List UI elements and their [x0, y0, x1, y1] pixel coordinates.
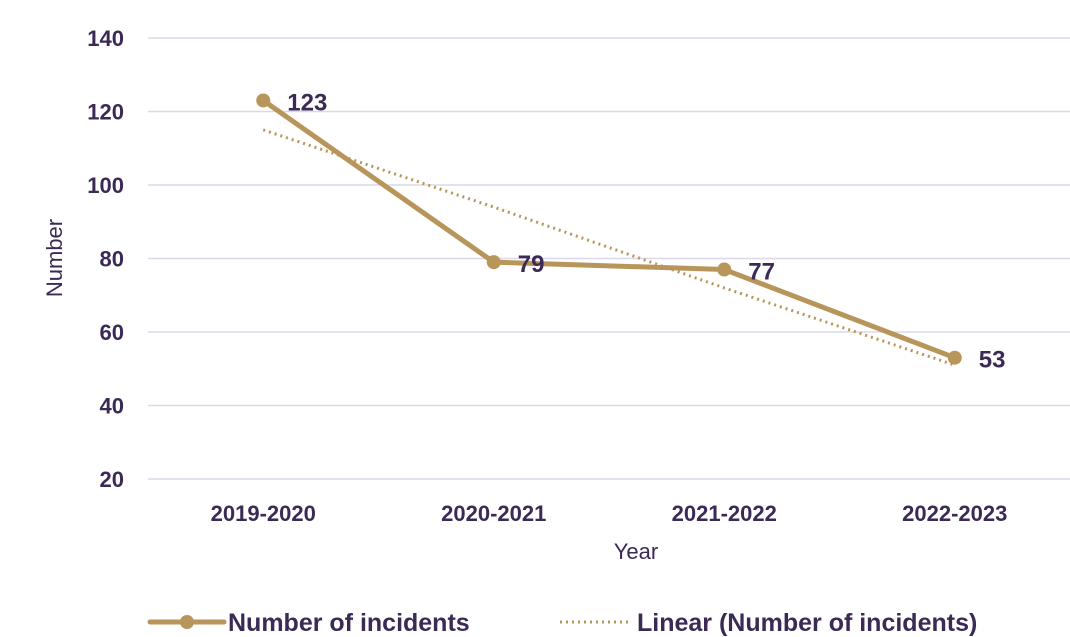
- x-tick-label: 2022-2023: [902, 501, 1007, 526]
- data-label: 79: [518, 251, 545, 278]
- data-point: [947, 350, 962, 365]
- y-tick-label: 120: [87, 100, 124, 125]
- y-tick-label: 40: [100, 394, 124, 419]
- y-tick-label: 20: [100, 467, 124, 492]
- x-tick-label: 2020-2021: [441, 501, 546, 526]
- data-labels: 123 79 77 53: [287, 89, 1005, 373]
- trendline-series: [262, 128, 956, 367]
- legend-label-incidents: Number of incidents: [228, 609, 470, 637]
- y-tick-label: 60: [100, 320, 124, 345]
- data-point: [256, 93, 271, 108]
- data-label: 53: [979, 347, 1006, 374]
- data-label: 123: [287, 89, 327, 116]
- series-line: [261, 98, 956, 361]
- y-tick-label: 140: [87, 26, 124, 51]
- y-tick-label: 100: [87, 173, 124, 198]
- legend-item-incidents: Number of incidents: [147, 609, 470, 637]
- y-axis-title: Number: [42, 219, 67, 297]
- x-tick-labels: 2019-2020 2020-2021 2021-2022 2022-2023: [211, 501, 1008, 526]
- legend: Number of incidents Linear (Number of in…: [147, 609, 977, 637]
- legend-item-linear: Linear (Number of incidents): [560, 609, 977, 637]
- x-tick-label: 2021-2022: [672, 501, 777, 526]
- data-point: [717, 262, 732, 277]
- data-point: [486, 255, 501, 270]
- trendline: [262, 128, 956, 367]
- gridlines: [148, 37, 1070, 480]
- legend-label-linear: Linear (Number of incidents): [637, 609, 977, 637]
- y-tick-labels: 20 40 60 80 100 120 140: [87, 26, 124, 492]
- x-tick-label: 2019-2020: [211, 501, 316, 526]
- y-tick-label: 80: [100, 247, 124, 272]
- incidents-series: [256, 93, 962, 365]
- legend-marker-incidents: [180, 615, 194, 629]
- x-axis-title: Year: [614, 539, 658, 564]
- data-label: 77: [748, 259, 775, 286]
